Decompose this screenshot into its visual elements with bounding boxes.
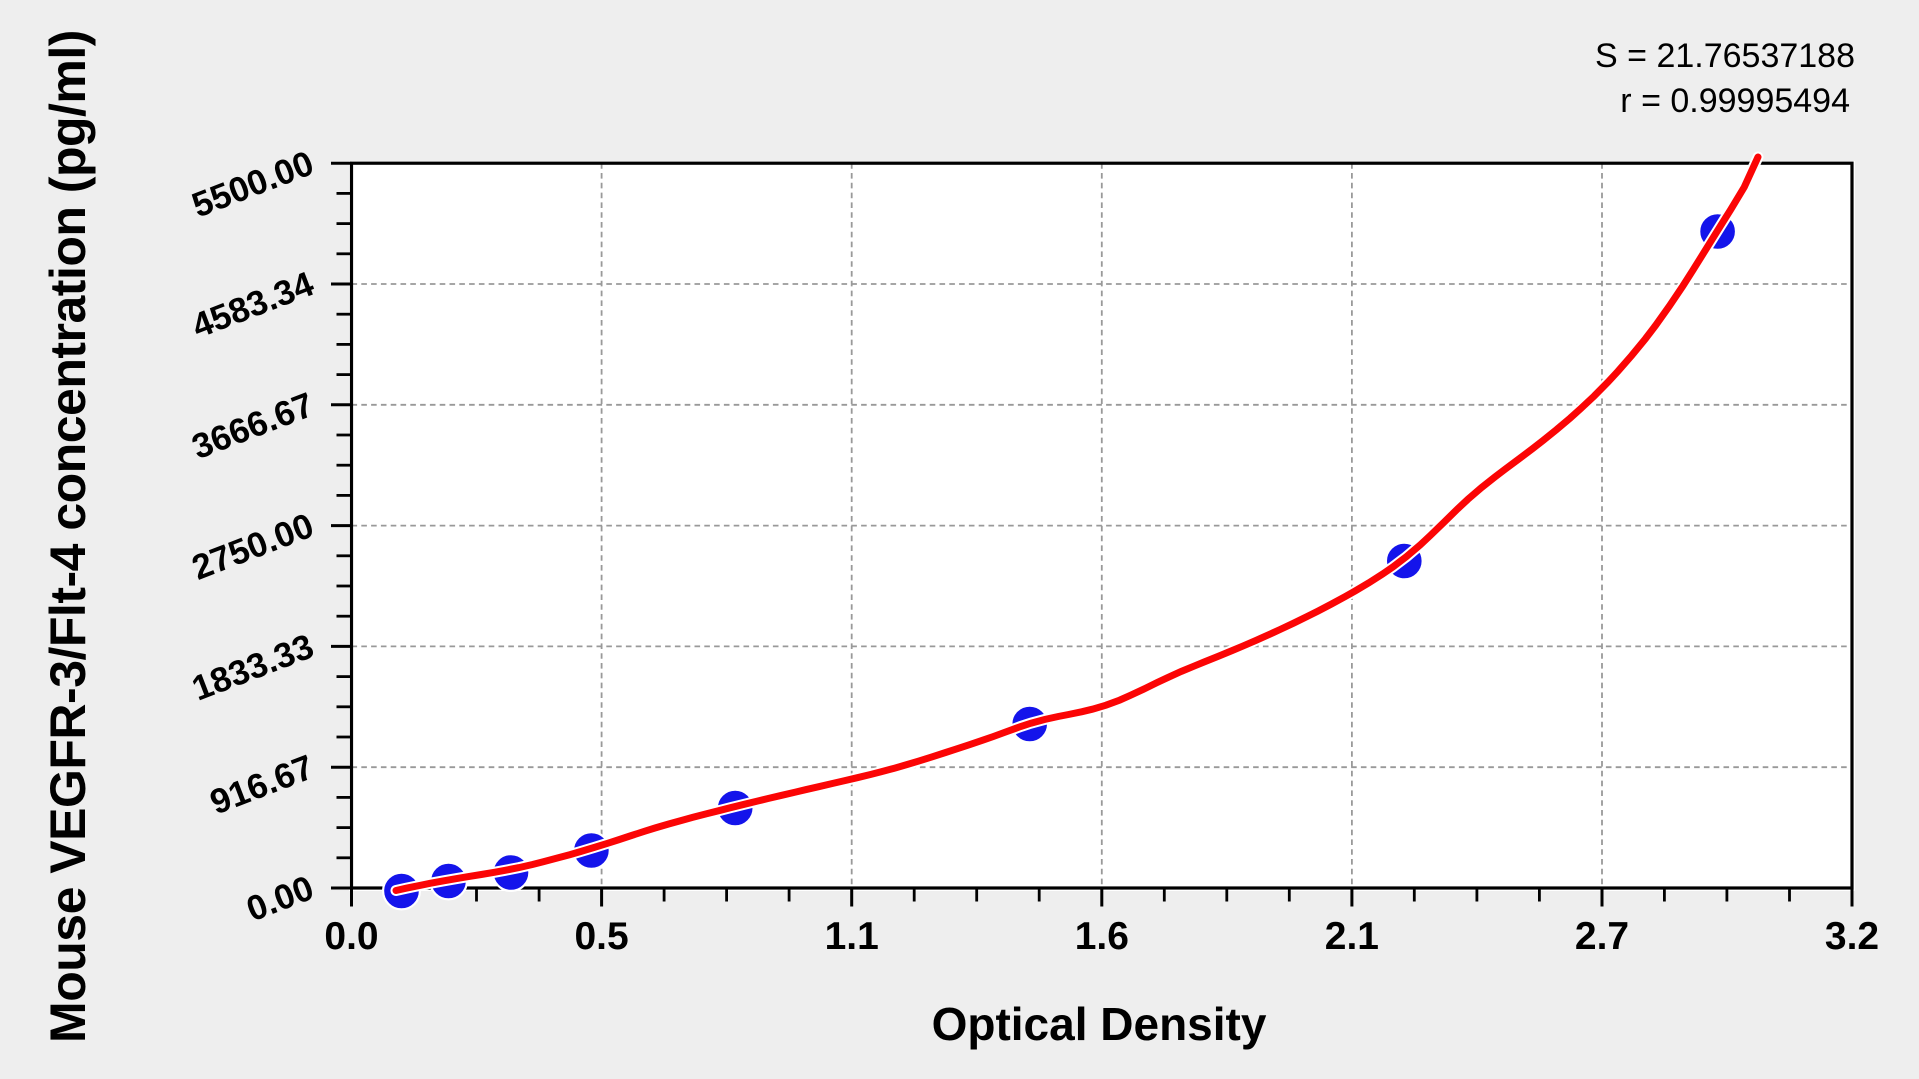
svg-text:S = 21.76537188: S = 21.76537188 (1595, 37, 1855, 75)
svg-text:2750.00: 2750.00 (187, 506, 319, 588)
svg-text:4583.34: 4583.34 (187, 264, 320, 346)
svg-text:1833.33: 1833.33 (187, 627, 319, 709)
svg-text:2.1: 2.1 (1325, 915, 1379, 958)
svg-text:Mouse VEGFR-3/Flt-4 concentrat: Mouse VEGFR-3/Flt-4 concentration (pg/ml… (40, 30, 96, 1043)
svg-text:3.2: 3.2 (1825, 915, 1879, 958)
svg-text:3666.67: 3666.67 (187, 385, 319, 467)
svg-text:0.5: 0.5 (574, 915, 628, 958)
svg-text:5500.00: 5500.00 (187, 144, 319, 226)
svg-text:Optical Density: Optical Density (932, 998, 1267, 1050)
svg-text:r = 0.99995494: r = 0.99995494 (1620, 82, 1850, 120)
svg-text:1.6: 1.6 (1075, 915, 1129, 958)
svg-text:0.00: 0.00 (241, 868, 319, 929)
svg-text:2.7: 2.7 (1575, 915, 1629, 958)
svg-text:916.67: 916.67 (205, 748, 319, 823)
svg-text:1.1: 1.1 (825, 915, 879, 958)
svg-text:0.0: 0.0 (324, 915, 378, 958)
